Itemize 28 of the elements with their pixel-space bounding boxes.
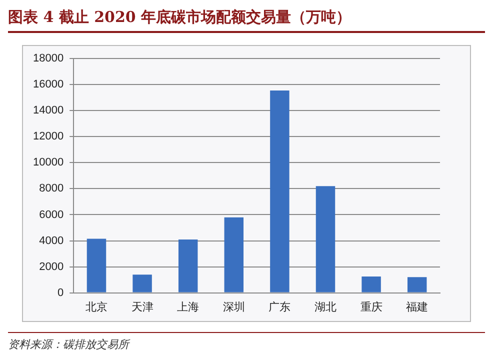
bar bbox=[407, 277, 427, 292]
x-tick-label: 重庆 bbox=[360, 300, 382, 314]
y-tick-label: 6000 bbox=[39, 208, 64, 221]
bar bbox=[316, 186, 336, 292]
x-tick-label: 湖北 bbox=[314, 300, 336, 314]
chart-title: 图表 4 截止 2020 年底碳市场配额交易量（万吨） bbox=[8, 8, 485, 33]
text: 资料来源：碳排放交易所 bbox=[8, 337, 132, 352]
y-tick-label: 4000 bbox=[39, 234, 64, 247]
x-tick-label: 上海 bbox=[177, 300, 200, 314]
x-tick-label: 天津 bbox=[131, 300, 154, 314]
bar bbox=[132, 274, 152, 292]
bar bbox=[362, 276, 381, 292]
y-tick-label: 0 bbox=[57, 286, 64, 299]
x-tick-label: 广东 bbox=[268, 300, 291, 314]
x-tick-label: 福建 bbox=[406, 300, 428, 314]
bar bbox=[224, 217, 244, 292]
bar bbox=[270, 90, 290, 292]
y-tick-label: 16000 bbox=[32, 78, 64, 91]
y-tick-label: 2000 bbox=[39, 260, 64, 273]
y-tick-label: 8000 bbox=[39, 182, 64, 195]
bar bbox=[86, 238, 106, 292]
y-tick-label: 18000 bbox=[32, 52, 64, 65]
y-tick-label: 14000 bbox=[32, 104, 64, 117]
x-tick-label: 北京 bbox=[85, 300, 108, 314]
x-tick-label: 深圳 bbox=[222, 300, 245, 314]
y-tick-label: 10000 bbox=[32, 156, 64, 169]
bar bbox=[178, 239, 198, 292]
y-tick-label: 12000 bbox=[32, 130, 64, 143]
